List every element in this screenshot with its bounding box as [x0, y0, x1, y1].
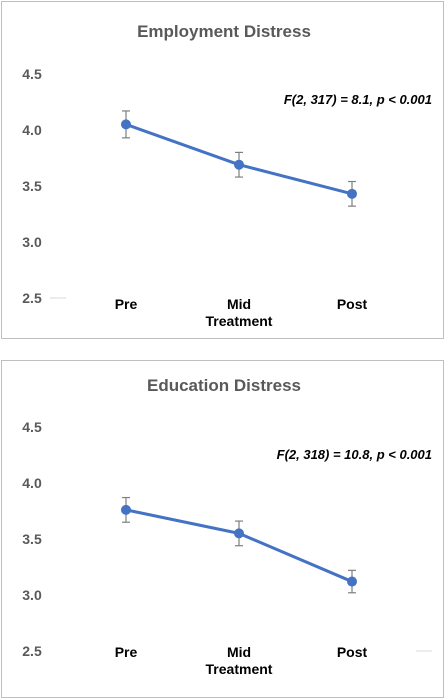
stats-annotation: F(2, 317) = 8.1, p < 0.001 — [284, 92, 432, 107]
data-point — [347, 188, 357, 199]
y-tick-label: 4.0 — [22, 475, 42, 491]
y-tick-label: 3.0 — [22, 587, 42, 603]
x-tick-label: Post — [337, 644, 368, 660]
plot-area: 2.5 3.0 3.5 4.0 4.5 Pre Mid Treatment Post — [22, 419, 432, 677]
data-point — [234, 528, 244, 539]
y-tick-label: 3.5 — [22, 531, 42, 547]
y-tick-label: 4.5 — [22, 419, 42, 435]
x-tick-label: Pre — [115, 644, 138, 660]
y-tick-label: 3.5 — [22, 178, 42, 194]
education-distress-chart-panel: Education Distress F(2, 318) = 10.8, p <… — [1, 360, 444, 698]
data-point — [234, 159, 244, 170]
y-tick-label: 3.0 — [22, 234, 42, 250]
x-tick-label: Mid Treatment — [206, 644, 273, 677]
employment-distress-chart-panel: Employment Distress F(2, 317) = 8.1, p <… — [1, 1, 444, 339]
y-tick-label: 4.0 — [22, 122, 42, 138]
data-point — [121, 119, 131, 130]
education-distress-chart: Education Distress F(2, 318) = 10.8, p <… — [22, 376, 432, 677]
x-tick-label: Post — [337, 296, 368, 312]
y-tick-label: 4.5 — [22, 66, 42, 82]
plot-area: 2.5 3.0 3.5 4.0 4.5 Pre Mid Treatment Post — [22, 66, 367, 329]
data-point — [121, 504, 131, 515]
y-tick-label: 2.5 — [22, 290, 42, 306]
data-point — [347, 576, 357, 587]
x-tick-label: Mid Treatment — [206, 296, 273, 329]
chart-title: Education Distress — [147, 376, 301, 395]
x-tick-label: Pre — [115, 296, 138, 312]
y-tick-label: 2.5 — [22, 643, 42, 659]
stats-annotation: F(2, 318) = 10.8, p < 0.001 — [277, 447, 432, 462]
chart-title: Employment Distress — [137, 22, 311, 41]
employment-distress-chart: Employment Distress F(2, 317) = 8.1, p <… — [22, 22, 432, 329]
